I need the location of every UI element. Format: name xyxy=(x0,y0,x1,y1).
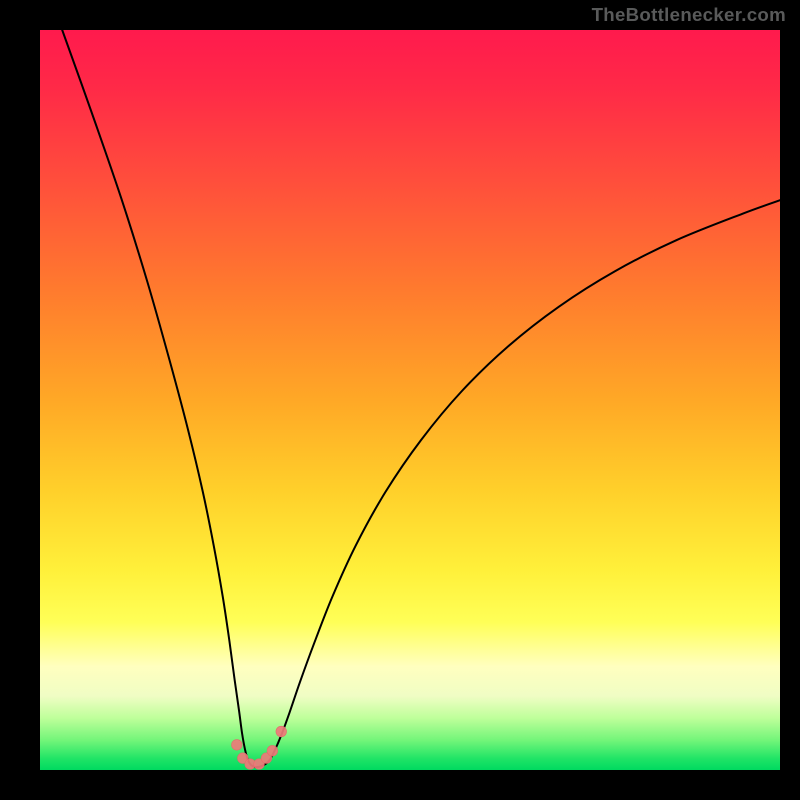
stage: TheBottlenecker.com xyxy=(0,0,800,800)
curve-marker xyxy=(232,740,243,751)
plot-background xyxy=(40,30,780,770)
curve-marker xyxy=(276,726,287,737)
curve-marker xyxy=(267,745,278,756)
chart-svg xyxy=(0,0,800,800)
